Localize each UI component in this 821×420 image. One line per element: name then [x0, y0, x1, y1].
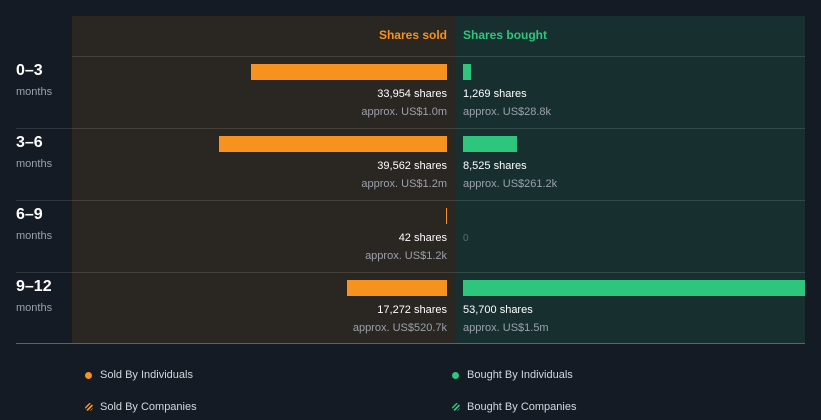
- legend-label: Bought By Individuals: [467, 369, 573, 381]
- legend-hatch-icon: [452, 403, 460, 411]
- bought-shares-label: 1,269 shares: [463, 88, 527, 100]
- sold-shares-label: 17,272 shares: [377, 304, 447, 316]
- legend-label: Sold By Individuals: [100, 369, 193, 381]
- row-separator: [16, 200, 805, 201]
- legend-hatch-icon: [85, 403, 93, 411]
- bought-value-label: approx. US$28.8k: [463, 106, 552, 118]
- legend-dot-icon: [85, 372, 92, 379]
- period-unit-label: months: [16, 302, 53, 314]
- sold-value-label: approx. US$1.2m: [361, 178, 447, 190]
- legend-dot-icon: [452, 372, 459, 379]
- bought-value-label: approx. US$261.2k: [463, 178, 558, 190]
- period-label: 6–9: [16, 206, 43, 223]
- shares-bought-header: Shares bought: [463, 28, 548, 42]
- sold-shares-label: 33,954 shares: [377, 88, 447, 100]
- sold-value-label: approx. US$1.0m: [361, 106, 447, 118]
- bought-zero-label: 0: [463, 233, 469, 244]
- sold-shares-label: 42 shares: [398, 232, 447, 244]
- legend-label: Bought By Companies: [467, 401, 577, 413]
- sold-value-label: approx. US$1.2k: [365, 250, 447, 262]
- sold-bar: [250, 64, 447, 80]
- legend-label: Sold By Companies: [100, 401, 197, 413]
- sold-bar: [347, 280, 447, 296]
- bought-bar: [463, 136, 518, 152]
- period-label: 9–12: [16, 278, 52, 295]
- period-unit-label: months: [16, 158, 53, 170]
- period-unit-label: months: [16, 230, 53, 242]
- row-separator: [16, 272, 805, 273]
- sold-shares-label: 39,562 shares: [377, 160, 447, 172]
- bought-bar: [463, 64, 472, 80]
- period-label: 0–3: [16, 62, 43, 79]
- row-separator: [16, 128, 805, 129]
- period-label: 3–6: [16, 134, 43, 151]
- sold-bar: [446, 208, 447, 224]
- sold-value-label: approx. US$520.7k: [352, 322, 447, 334]
- shares-sold-header: Shares sold: [378, 28, 447, 42]
- chart-bottom-line: [16, 343, 805, 344]
- period-unit-label: months: [16, 86, 53, 98]
- bought-shares-label: 53,700 shares: [463, 304, 533, 316]
- bought-bar: [463, 280, 805, 296]
- row-separator: [72, 56, 805, 57]
- bought-value-label: approx. US$1.5m: [463, 322, 549, 334]
- sold-bar: [218, 136, 447, 152]
- bought-shares-label: 8,525 shares: [463, 160, 527, 172]
